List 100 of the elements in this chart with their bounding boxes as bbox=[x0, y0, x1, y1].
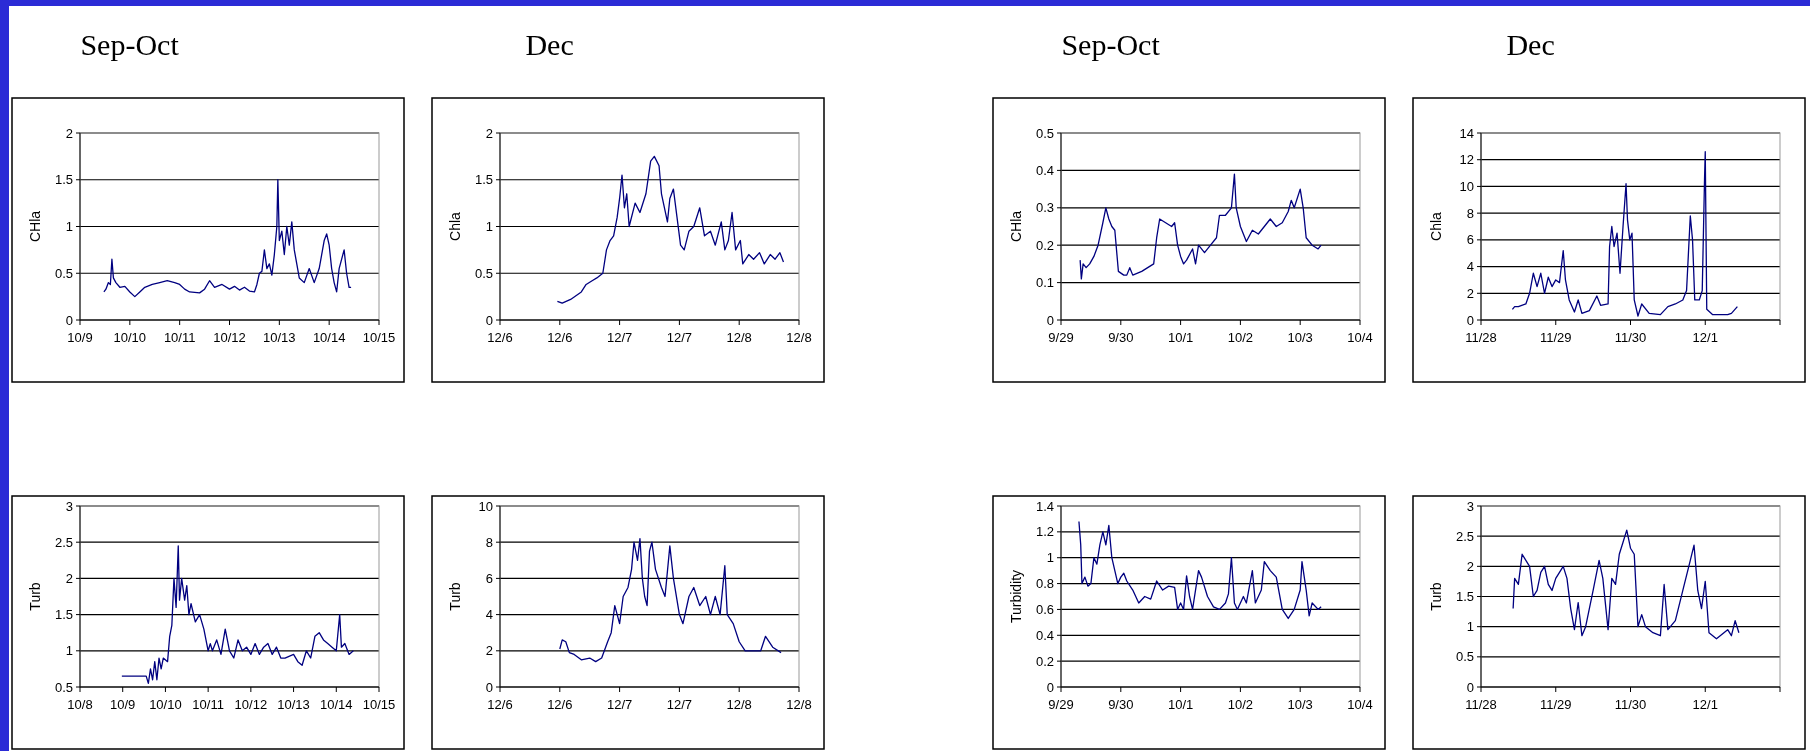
y-tick-label: 2 bbox=[1466, 558, 1474, 574]
y-tick-label: 0.5 bbox=[54, 679, 73, 695]
x-tick-label: 9/29 bbox=[1048, 697, 1074, 712]
y-tick-label: 1.5 bbox=[1455, 589, 1474, 605]
y-tick-label: 12 bbox=[1459, 152, 1474, 168]
x-tick-label: 10/15 bbox=[362, 697, 396, 712]
x-tick-label: 10/13 bbox=[277, 697, 310, 712]
y-axis-title: Turb bbox=[447, 582, 463, 611]
x-tick-label: 10/11 bbox=[192, 697, 224, 712]
y-tick-label: 0 bbox=[1046, 679, 1054, 695]
chart-title: Dec bbox=[525, 28, 574, 61]
y-axis-title: CHla bbox=[27, 210, 43, 243]
x-tick-label: 12/6 bbox=[487, 330, 513, 345]
y-tick-label: 1 bbox=[65, 643, 73, 659]
x-tick-label: 12/7 bbox=[666, 697, 693, 712]
y-tick-label: 0.5 bbox=[54, 265, 73, 281]
y-tick-label: 0.2 bbox=[1035, 237, 1054, 253]
y-tick-label: 0.8 bbox=[1035, 576, 1054, 592]
x-tick-label: 10/4 bbox=[1347, 330, 1373, 345]
x-tick-label: 10/1 bbox=[1167, 697, 1194, 712]
x-tick-label: 12/8 bbox=[726, 697, 752, 712]
x-tick-label: 11/28 bbox=[1465, 697, 1497, 712]
y-tick-label: 4 bbox=[1466, 259, 1474, 275]
y-tick-label: 1.4 bbox=[1035, 498, 1054, 514]
x-tick-label: 12/6 bbox=[547, 697, 573, 712]
y-tick-label: 0 bbox=[485, 679, 493, 695]
y-tick-label: 2 bbox=[485, 125, 493, 141]
x-tick-label: 11/30 bbox=[1614, 330, 1647, 345]
y-tick-label: 0.1 bbox=[1035, 275, 1054, 291]
y-tick-label: 0.6 bbox=[1035, 601, 1054, 617]
y-tick-label: 1 bbox=[1466, 619, 1474, 635]
x-tick-label: 11/29 bbox=[1539, 330, 1572, 345]
x-tick-label: 12/6 bbox=[487, 697, 513, 712]
y-tick-label: 0 bbox=[1046, 312, 1054, 328]
y-tick-label: 1 bbox=[1046, 550, 1054, 566]
x-tick-label: 11/30 bbox=[1614, 697, 1647, 712]
y-tick-label: 0 bbox=[485, 312, 493, 328]
x-tick-label: 9/30 bbox=[1108, 697, 1134, 712]
y-tick-label: 8 bbox=[1466, 205, 1474, 221]
y-tick-label: 0.4 bbox=[1035, 162, 1054, 178]
y-tick-label: 2.5 bbox=[1455, 528, 1474, 544]
chart-title: Dec bbox=[1506, 28, 1555, 61]
x-tick-label: 12/7 bbox=[606, 697, 633, 712]
y-axis-title: Turbidity bbox=[1008, 569, 1024, 624]
y-axis-title: Chla bbox=[1428, 211, 1444, 241]
x-tick-label: 12/8 bbox=[786, 697, 812, 712]
y-tick-label: 1.2 bbox=[1035, 524, 1054, 540]
x-tick-label: 10/4 bbox=[1347, 697, 1373, 712]
x-tick-label: 10/2 bbox=[1227, 330, 1254, 345]
y-tick-label: 2 bbox=[65, 125, 73, 141]
y-tick-label: 2 bbox=[65, 570, 73, 586]
x-tick-label: 12/6 bbox=[547, 330, 573, 345]
x-tick-label: 12/7 bbox=[666, 330, 693, 345]
y-tick-label: 0.5 bbox=[474, 265, 493, 281]
y-tick-label: 0.3 bbox=[1035, 200, 1054, 216]
x-tick-label: 10/9 bbox=[67, 330, 93, 345]
y-tick-label: 14 bbox=[1459, 125, 1474, 141]
x-tick-label: 10/11 bbox=[163, 330, 196, 345]
chart-title: Sep-Oct bbox=[1061, 28, 1161, 61]
y-tick-label: 0.5 bbox=[1035, 125, 1054, 141]
x-tick-label: 10/2 bbox=[1227, 697, 1254, 712]
x-tick-label: 9/29 bbox=[1048, 330, 1074, 345]
x-tick-label: 11/28 bbox=[1465, 330, 1497, 345]
y-tick-label: 10 bbox=[1459, 178, 1474, 194]
x-tick-label: 10/10 bbox=[113, 330, 147, 345]
y-tick-label: 4 bbox=[485, 607, 493, 623]
y-tick-label: 1 bbox=[65, 219, 73, 235]
x-tick-label: 10/1 bbox=[1167, 330, 1194, 345]
x-tick-label: 10/3 bbox=[1287, 697, 1313, 712]
y-tick-label: 0 bbox=[1466, 679, 1474, 695]
y-tick-label: 6 bbox=[1466, 232, 1474, 248]
y-tick-label: 0.5 bbox=[1455, 649, 1474, 665]
y-tick-label: 0.4 bbox=[1035, 627, 1054, 643]
x-tick-label: 10/15 bbox=[362, 330, 396, 345]
x-tick-label: 12/8 bbox=[786, 330, 812, 345]
x-tick-label: 10/9 bbox=[110, 697, 136, 712]
y-tick-label: 2 bbox=[485, 643, 493, 659]
y-axis-title: CHla bbox=[1008, 210, 1024, 243]
y-tick-label: 0 bbox=[65, 312, 73, 328]
x-tick-label: 10/3 bbox=[1287, 330, 1313, 345]
y-tick-label: 6 bbox=[485, 570, 493, 586]
x-tick-label: 10/10 bbox=[149, 697, 182, 712]
x-tick-label: 10/14 bbox=[312, 330, 346, 345]
x-tick-label: 11/29 bbox=[1539, 697, 1572, 712]
y-tick-label: 2 bbox=[1466, 285, 1474, 301]
x-tick-label: 12/8 bbox=[726, 330, 752, 345]
y-tick-label: 3 bbox=[65, 498, 73, 514]
y-tick-label: 1.5 bbox=[54, 172, 73, 188]
y-axis-title: Turb bbox=[27, 582, 43, 611]
y-axis-title: Turb bbox=[1428, 582, 1444, 611]
y-tick-label: 3 bbox=[1466, 498, 1474, 514]
x-tick-label: 12/1 bbox=[1692, 330, 1718, 345]
x-tick-label: 10/14 bbox=[320, 697, 353, 712]
y-tick-label: 1.5 bbox=[54, 607, 73, 623]
y-axis-title: Chla bbox=[447, 211, 463, 241]
x-tick-label: 10/12 bbox=[234, 697, 268, 712]
x-tick-label: 10/13 bbox=[263, 330, 296, 345]
x-tick-label: 12/1 bbox=[1692, 697, 1718, 712]
y-tick-label: 1.5 bbox=[474, 172, 493, 188]
y-tick-label: 0.2 bbox=[1035, 653, 1054, 669]
